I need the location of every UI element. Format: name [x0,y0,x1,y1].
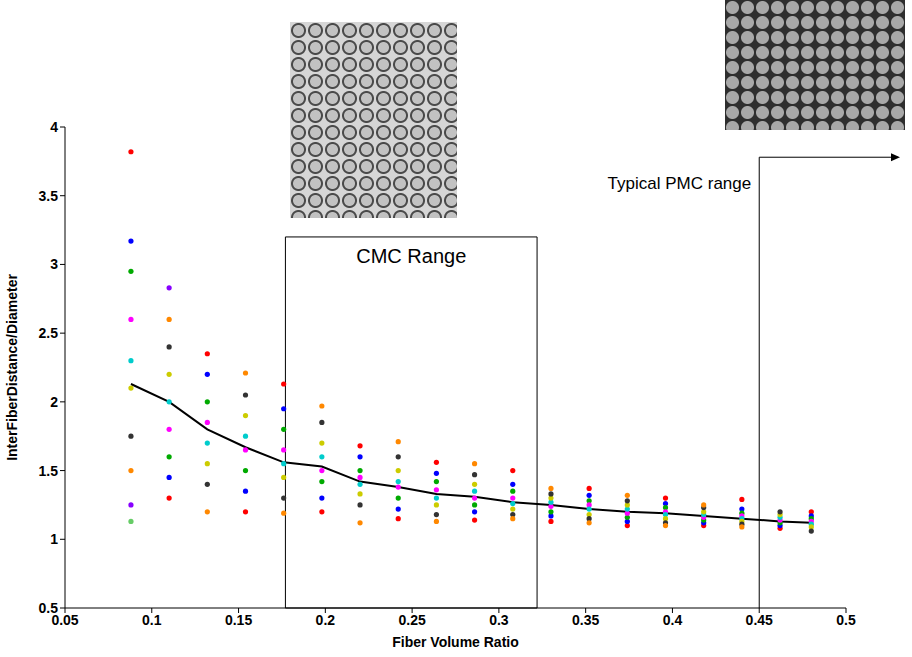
svg-text:0.2: 0.2 [316,612,336,628]
svg-text:0.15: 0.15 [225,612,252,628]
svg-text:0.35: 0.35 [572,612,599,628]
svg-text:Typical PMC range: Typical PMC range [608,174,752,193]
svg-text:2.5: 2.5 [39,325,59,341]
svg-text:CMC Range: CMC Range [356,245,466,267]
svg-text:3: 3 [50,256,58,272]
svg-text:0.45: 0.45 [746,612,773,628]
svg-text:0.05: 0.05 [51,611,79,628]
svg-text:0.5: 0.5 [836,612,856,628]
svg-text:1: 1 [50,531,58,547]
svg-text:3.5: 3.5 [39,188,59,204]
svg-text:0.4: 0.4 [663,612,683,628]
svg-text:0.3: 0.3 [489,612,509,628]
svg-text:0.25: 0.25 [398,612,425,628]
svg-text:1.5: 1.5 [39,463,59,479]
svg-text:2: 2 [50,394,58,410]
svg-text:0.5: 0.5 [39,600,59,616]
svg-text:0.1: 0.1 [142,612,162,628]
svg-text:4: 4 [50,119,58,135]
svg-text:InterFiberDistance/Diameter: InterFiberDistance/Diameter [4,274,20,461]
svg-text:Fiber Volume Ratio: Fiber Volume Ratio [392,634,519,650]
